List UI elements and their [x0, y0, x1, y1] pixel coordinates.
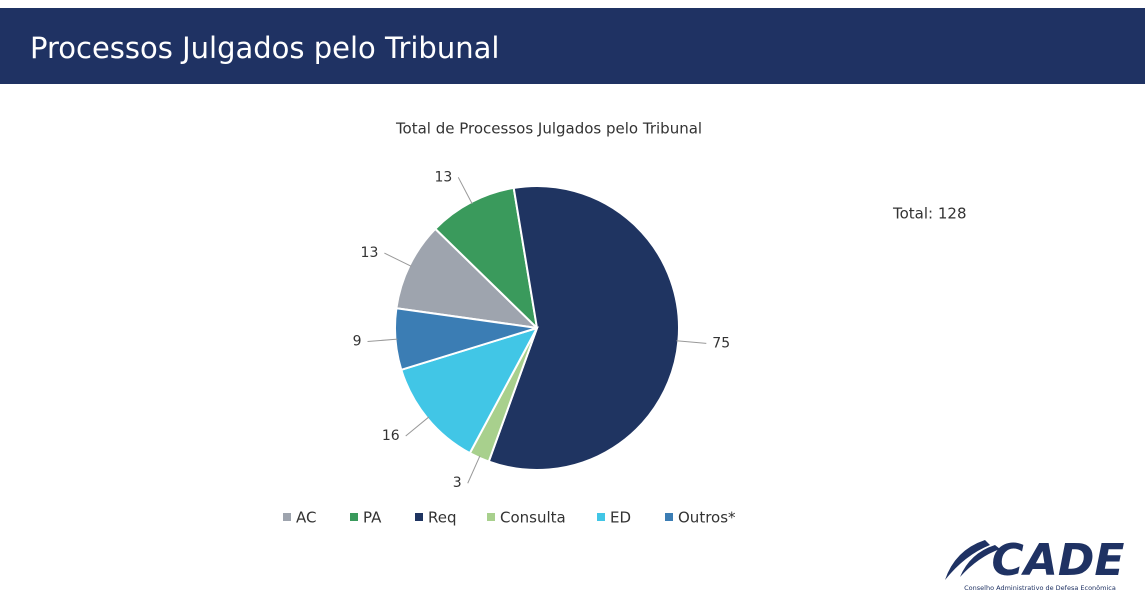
logo-name: CADE: [992, 535, 1125, 586]
data-label: 16: [382, 428, 400, 444]
logo-swoosh: [960, 545, 1000, 577]
leader-line: [405, 416, 430, 437]
legend-label: Consulta: [500, 509, 566, 527]
data-label: 13: [361, 245, 379, 261]
legend-label: Req: [428, 509, 457, 527]
leader-line: [467, 455, 481, 484]
legend-label: ED: [610, 509, 631, 527]
header-title: Processos Julgados pelo Tribunal: [30, 31, 499, 65]
data-label: 3: [453, 475, 462, 491]
logo: CADE Conselho Administrativo de Defesa E…: [945, 535, 1124, 592]
legend-swatch: [597, 513, 605, 521]
data-label: 75: [712, 335, 730, 351]
legend-swatch: [487, 513, 495, 521]
leader-line: [384, 252, 412, 267]
legend-swatch: [283, 513, 291, 521]
legend-label: AC: [296, 509, 316, 527]
legend-swatch: [415, 513, 423, 521]
data-label: 9: [353, 334, 362, 350]
legend-label: PA: [363, 509, 382, 527]
leader-line: [457, 177, 473, 205]
leader-line: [367, 338, 398, 343]
header-bar: [0, 8, 1145, 84]
legend-label: Outros*: [678, 509, 736, 527]
legend-swatch: [350, 513, 358, 521]
data-label: 13: [434, 169, 452, 185]
chart-title: Total de Processos Julgados pelo Tribuna…: [395, 120, 702, 138]
annotation: Total: 128: [892, 205, 966, 223]
logo-subtitle: Conselho Administrativo de Defesa Econôm…: [964, 584, 1116, 592]
leader-line: [676, 340, 707, 344]
logo-swoosh: [945, 540, 990, 580]
legend-swatch: [665, 513, 673, 521]
